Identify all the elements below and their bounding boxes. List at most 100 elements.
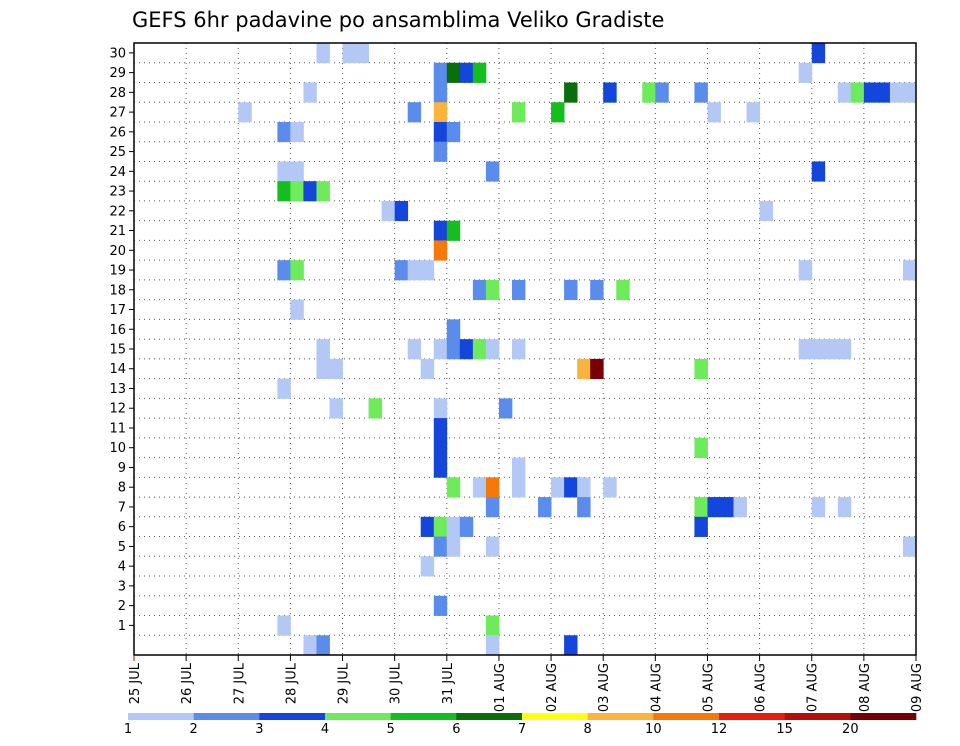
heatmap-cell [902,536,917,557]
heatmap-cell [694,497,708,518]
legend-label: 8 [584,722,592,737]
heatmap-cell [277,181,291,202]
x-tick-label: 01 AUG [493,663,508,712]
heatmap-cell [876,82,891,103]
heatmap-cell [303,635,317,656]
heatmap-cell [433,240,448,261]
x-tick-label: 29 JUL [337,662,352,704]
heatmap-cell [485,161,500,182]
heatmap-cell [329,358,343,380]
heatmap-cell [472,62,487,83]
heatmap-cell [511,102,526,123]
heatmap-cell [850,82,865,103]
heatmap-cell [407,102,422,123]
x-tick-label: 08 AUG [858,663,873,712]
y-tick-label: 1 [118,619,126,634]
heatmap-cell [720,497,734,518]
heatmap-cell [655,82,669,103]
heatmap-cell [394,200,409,222]
heatmap-cell [446,319,461,340]
heatmap-cell [577,477,591,498]
heatmap-cell [889,82,904,103]
y-tick-label: 15 [109,343,126,358]
heatmap-cell [733,497,747,518]
heatmap-cell [316,43,330,64]
heatmap-cell [837,82,852,103]
heatmap-cell [511,457,526,478]
heatmap-cell [472,339,487,360]
y-tick-label: 2 [118,599,126,614]
y-tick-label: 17 [109,303,126,318]
x-tick-label: 30 JUL [389,662,404,704]
heatmap-cell [316,181,330,202]
heatmap-cell [485,477,500,498]
heatmap-cell [316,635,330,656]
heatmap-cell [642,82,656,103]
x-tick-label: 04 AUG [649,663,664,712]
heatmap-cell [564,477,578,498]
heatmap-cell [824,339,839,360]
heatmap-cell [433,437,448,458]
heatmap-cell [290,299,304,320]
heatmap-cell [590,358,604,380]
heatmap-cell [564,279,578,301]
heatmap-cell [446,536,461,557]
y-tick-label: 7 [118,500,126,515]
heatmap-cell [798,62,813,83]
y-tick-label: 29 [109,66,126,81]
heatmap-cell [811,43,826,64]
legend-label: 6 [452,722,460,737]
legend-color-swatch [128,713,194,720]
heatmap-cell [420,516,435,537]
legend-label: 20 [842,722,859,737]
x-tick-label: 25 JUL [128,662,143,704]
heatmap-cell [564,82,578,103]
heatmap-cell [551,102,565,123]
y-tick-label: 16 [109,323,126,338]
heatmap-cell [902,260,917,281]
heatmap-cell [577,358,591,380]
heatmap-cell [433,457,448,478]
legend-color-swatch [456,713,523,720]
heatmap-cell [290,161,304,182]
heatmap-cell [759,200,774,222]
legend-color-swatch [522,713,588,720]
heatmap-cell [433,121,448,143]
x-tick-label: 31 JUL [441,662,456,704]
heatmap-cell [446,339,461,360]
y-tick-label: 19 [109,264,126,279]
heatmap-cell [433,62,448,83]
heatmap-cell [694,437,708,458]
x-tick-label: 03 AUG [597,663,612,712]
heatmap-cell [433,102,448,123]
legend-label: 5 [387,722,395,737]
color-legend: 1 2 3 4 5 6 7 8 10 12 15 20 [124,713,917,737]
y-tick-label: 12 [109,402,126,417]
heatmap-cell [446,62,461,83]
heatmap-cell [433,82,448,103]
heatmap-cell [551,477,565,498]
heatmap-cell [446,220,461,241]
y-tick-label: 28 [109,86,126,101]
y-tick-label: 23 [109,185,126,200]
heatmap-cell [433,398,448,419]
heatmap-cell [694,516,708,537]
heatmap-cell [329,398,343,419]
y-tick-label: 6 [118,520,126,535]
heatmap-cell [472,279,487,301]
heatmap-cell [707,497,721,518]
heatmap-cell [485,536,500,557]
heatmap-cell [746,102,760,123]
heatmap-cell [811,161,826,182]
heatmap-cell [277,161,291,182]
heatmap-cell [277,378,291,399]
heatmap-cell [902,82,917,103]
legend-label: 3 [255,722,263,737]
heatmap-cell [511,279,526,301]
heatmap-cell [798,339,813,360]
x-tick-label: 07 AUG [806,663,821,712]
heatmap-cell [485,497,500,518]
heatmap-cell [433,418,448,439]
heatmap-cell [433,536,448,557]
